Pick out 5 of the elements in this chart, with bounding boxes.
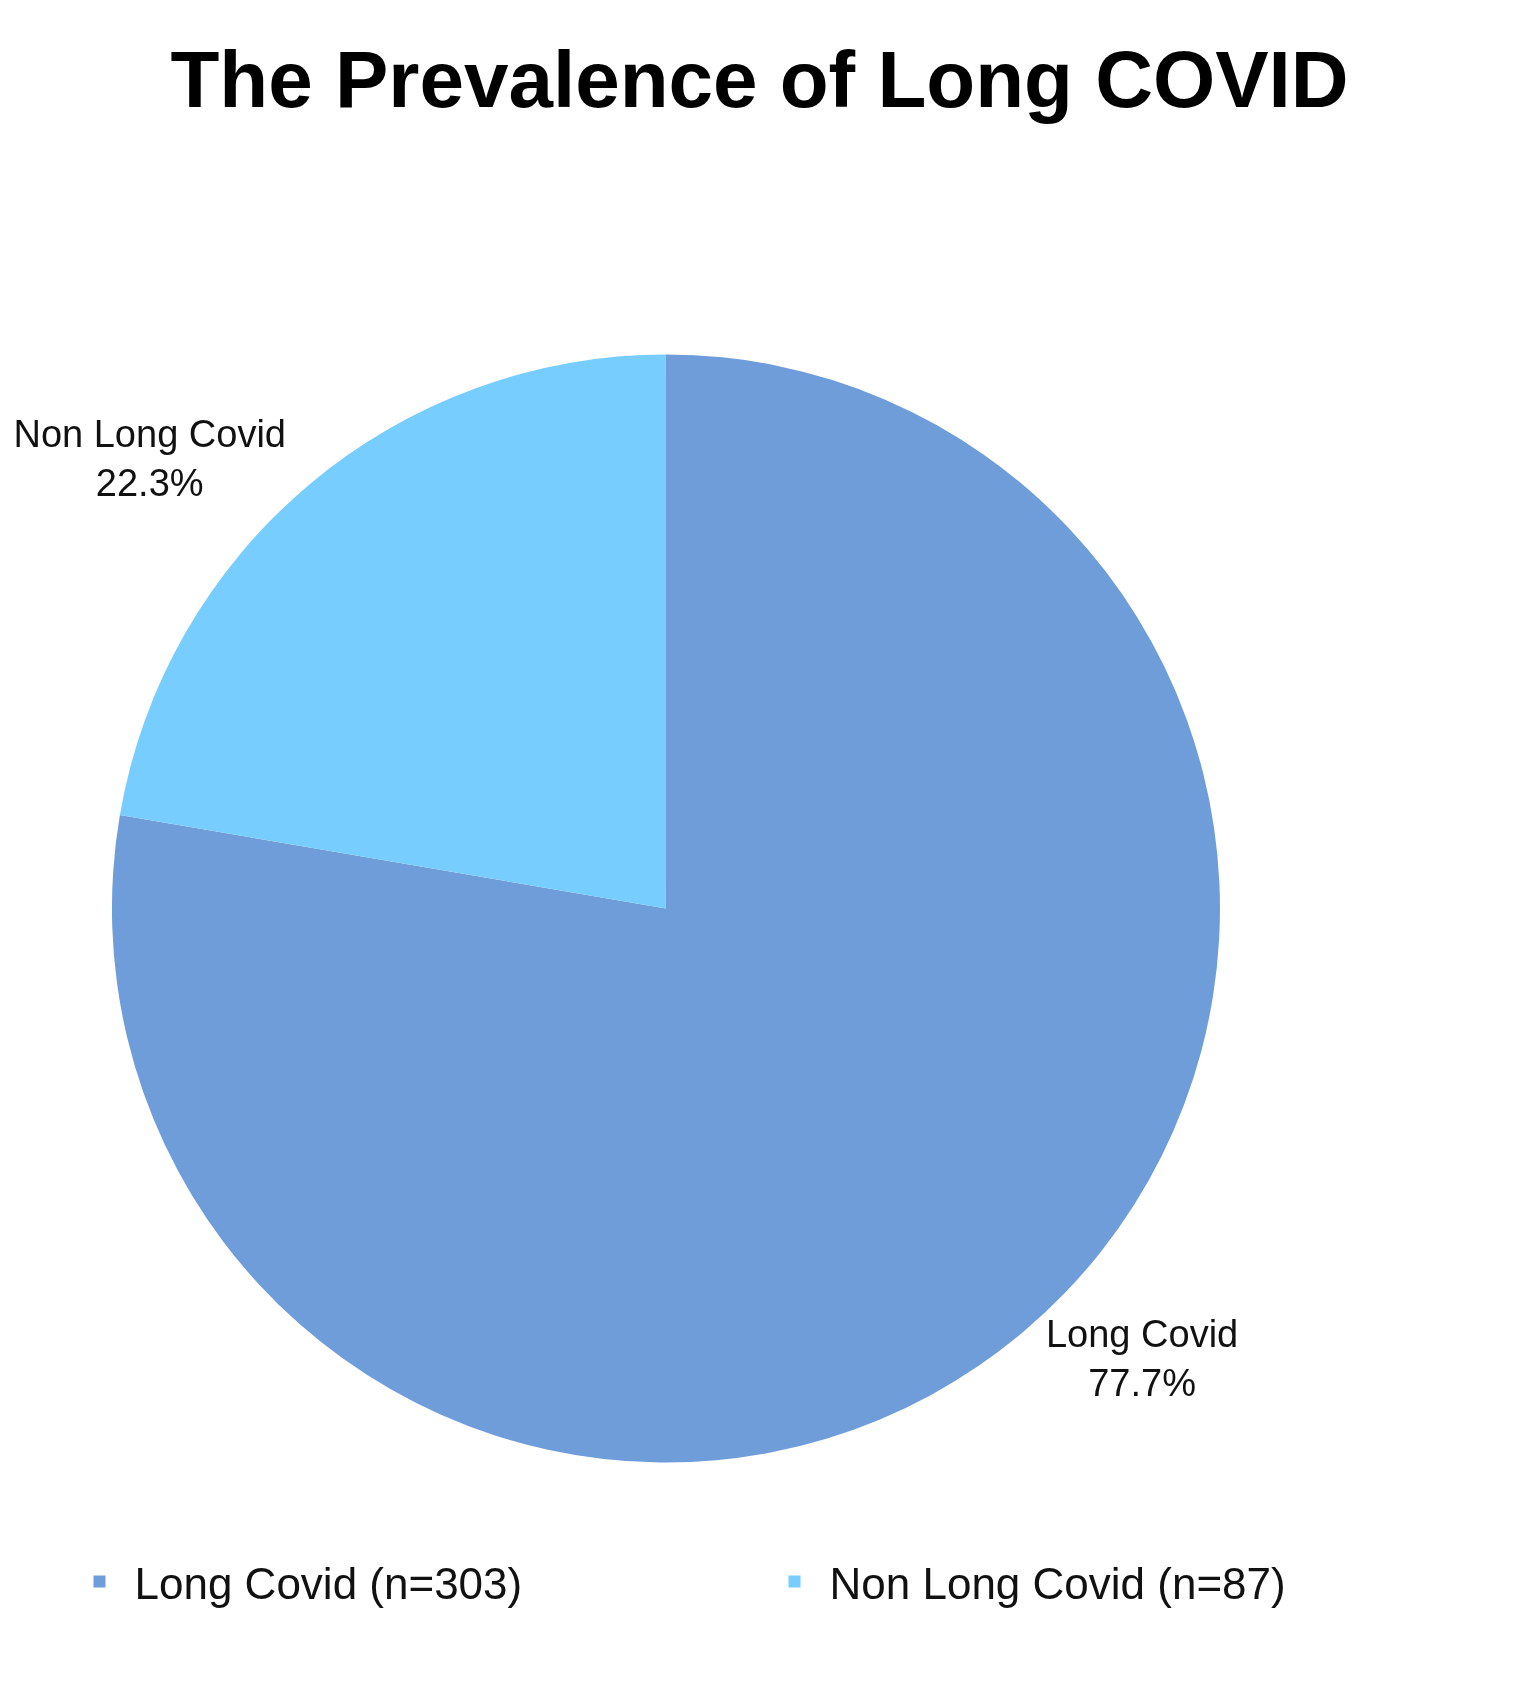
data-label: Long Covid 77.7%	[1045, 1313, 1239, 1405]
data-label: Non Long Covid 22.3%	[13, 412, 286, 504]
legend-label: Long Covid (n=303)	[134, 1558, 523, 1608]
legend-label: Non Long Covid (n=87)	[829, 1558, 1286, 1608]
chart-title: The Prevalence of Long COVID	[170, 35, 1349, 125]
